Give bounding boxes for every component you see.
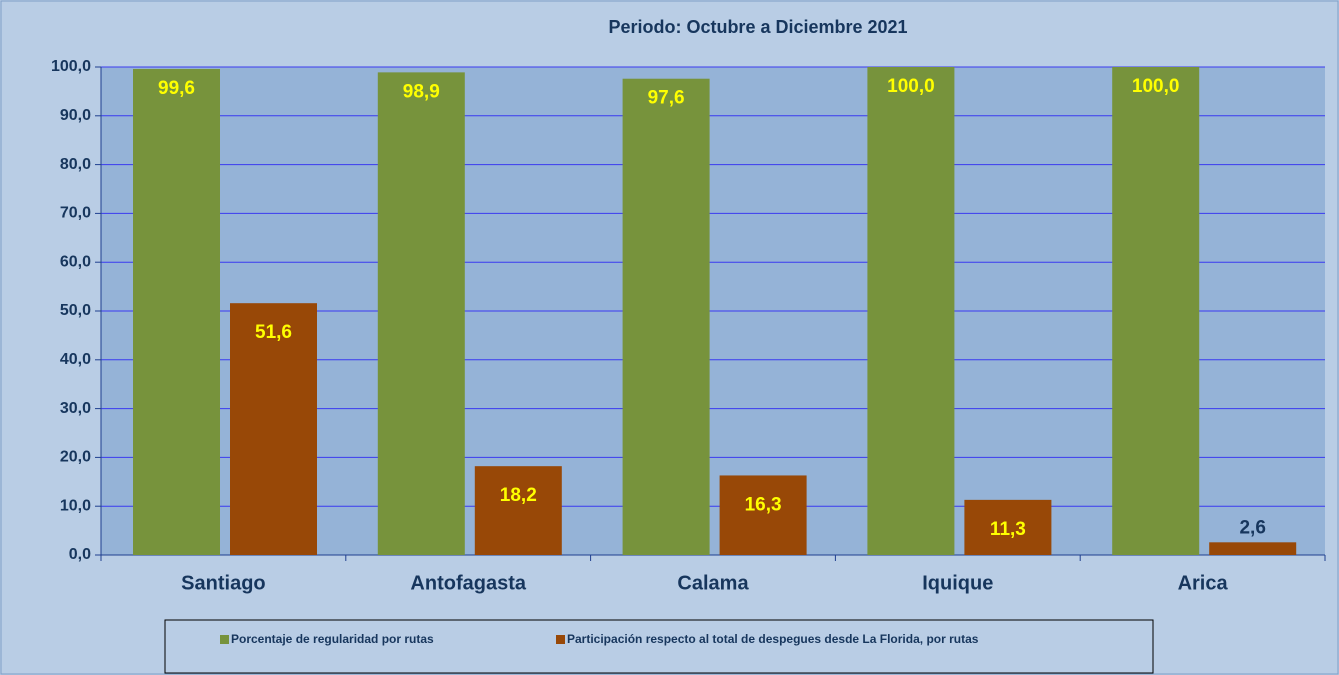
x-tick-label: Santiago — [181, 572, 265, 594]
value-label: 2,6 — [1239, 517, 1265, 538]
x-tick-label: Calama — [677, 572, 749, 594]
value-label: 100,0 — [1132, 76, 1180, 97]
y-tick-label: 80,0 — [60, 156, 91, 173]
chart-title: Periodo: Octubre a Diciembre 2021 — [608, 17, 907, 37]
value-label: 51,6 — [255, 322, 292, 343]
legend-label: Participación respecto al total de despe… — [567, 632, 979, 646]
bar — [230, 303, 317, 555]
value-label: 18,2 — [500, 485, 537, 506]
y-tick-label: 10,0 — [60, 497, 91, 514]
value-label: 100,0 — [887, 76, 935, 97]
x-tick-label: Antofagasta — [410, 572, 526, 594]
bar — [377, 72, 465, 556]
value-label: 99,6 — [158, 78, 195, 99]
bar — [867, 67, 955, 555]
y-tick-label: 40,0 — [60, 351, 91, 368]
bar — [964, 499, 1052, 555]
bar — [474, 466, 562, 555]
bar — [719, 475, 807, 555]
y-tick-label: 100,0 — [51, 58, 91, 75]
y-tick-label: 30,0 — [60, 400, 91, 417]
bar — [1112, 67, 1200, 555]
bar — [1209, 542, 1297, 555]
value-label: 11,3 — [990, 519, 1026, 540]
legend-label: Porcentaje de regularidad por rutas — [231, 632, 434, 646]
y-tick-label: 60,0 — [60, 253, 91, 270]
bar — [133, 68, 220, 556]
y-tick-label: 20,0 — [60, 449, 91, 466]
legend-box — [164, 619, 1154, 674]
value-label: 97,6 — [648, 88, 685, 109]
legend-swatch — [556, 635, 565, 644]
bar — [622, 78, 710, 555]
y-tick-label: 0,0 — [69, 546, 91, 563]
legend-swatch — [220, 635, 229, 644]
x-tick-label: Iquique — [922, 572, 993, 594]
value-label: 98,9 — [403, 81, 440, 102]
y-tick-label: 70,0 — [60, 205, 91, 222]
x-tick-label: Arica — [1178, 572, 1229, 594]
value-label: 16,3 — [745, 494, 782, 515]
y-tick-label: 50,0 — [60, 302, 91, 319]
y-tick-label: 90,0 — [60, 107, 91, 124]
